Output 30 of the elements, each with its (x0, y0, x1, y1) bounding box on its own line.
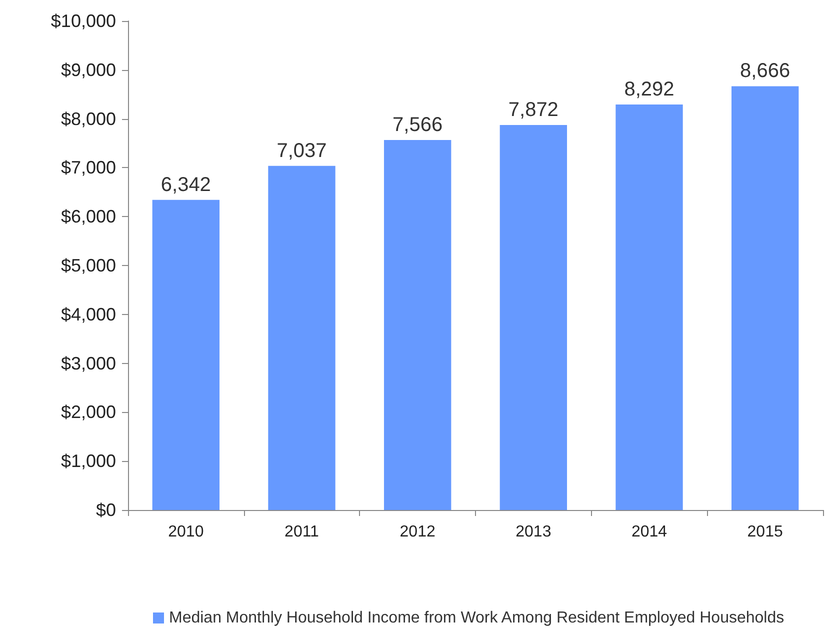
x-tick-label: 2012 (400, 524, 436, 540)
y-tick-label: $7,000 (60, 158, 116, 178)
y-tick-label: $0 (96, 500, 116, 520)
y-tick-label: $5,000 (60, 256, 116, 276)
y-tick-label: $9,000 (60, 60, 116, 80)
bar (731, 86, 799, 510)
legend-label: Median Monthly Household Income from Work Among Resident Employed Households (169, 610, 784, 626)
bar (500, 125, 568, 510)
y-tick-label: $10,000 (50, 11, 116, 31)
y-tick-label: $3,000 (60, 353, 116, 374)
data-label: 8,666 (740, 60, 790, 82)
bar (384, 140, 452, 510)
x-tick-label: 2014 (631, 524, 668, 540)
x-tick-label: 2010 (168, 524, 204, 540)
y-tick-label: $8,000 (60, 108, 116, 129)
y-tick-label: $1,000 (60, 451, 116, 472)
data-label: 7,037 (276, 140, 327, 162)
y-tick-label: $2,000 (60, 402, 116, 422)
data-label: 6,342 (160, 174, 211, 196)
data-label: 7,566 (392, 114, 443, 136)
y-tick-label: $4,000 (60, 304, 116, 324)
data-label: 7,872 (508, 99, 558, 122)
x-tick-label: 2011 (284, 524, 320, 540)
y-tick-label: $6,000 (60, 206, 116, 227)
data-label: 8,292 (624, 78, 674, 101)
bar (616, 104, 683, 510)
bar (268, 166, 336, 510)
x-tick-label: 2013 (516, 524, 552, 540)
bar (152, 200, 220, 510)
x-tick-label: 2015 (747, 524, 783, 540)
